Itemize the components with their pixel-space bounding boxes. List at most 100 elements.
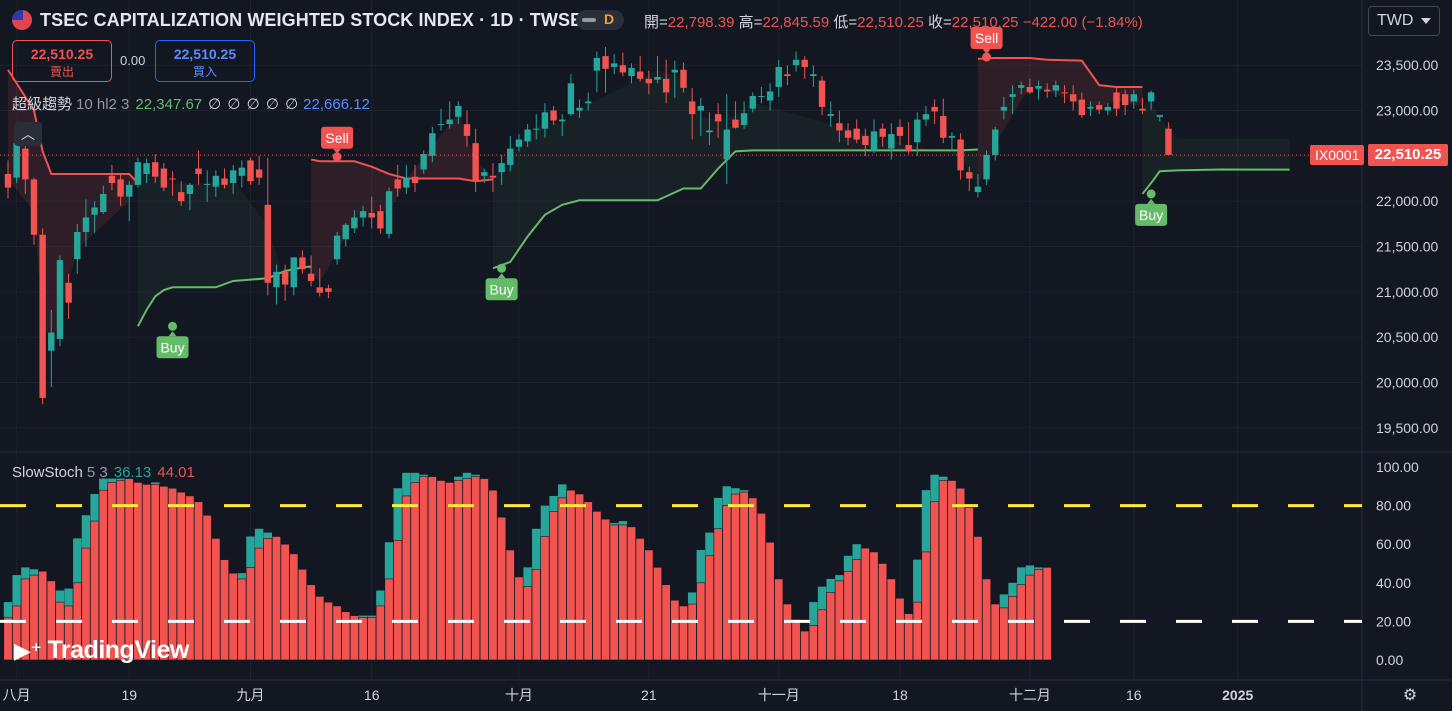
candle-body xyxy=(662,78,670,93)
stoch-d-bar xyxy=(557,497,567,661)
sell-button[interactable]: 22,510.25 賣出 xyxy=(12,40,112,82)
stoch-d-bar xyxy=(540,536,550,661)
candle-body xyxy=(1044,89,1051,92)
interval-badge: D xyxy=(604,11,615,27)
candle-body xyxy=(203,183,211,185)
stoch-d-bar xyxy=(245,567,255,661)
low-label: 低= xyxy=(833,14,858,31)
stoch-d-bar xyxy=(843,570,853,661)
candle-body xyxy=(212,175,220,187)
price-axis-label: 23,500.00 xyxy=(1376,57,1438,73)
signal-pointer xyxy=(982,49,991,55)
candle-body xyxy=(1061,92,1068,94)
stoch-d-bar xyxy=(150,484,160,661)
candle-body xyxy=(870,131,878,151)
stoch-d-bar xyxy=(999,607,1009,661)
supertrend-down-line xyxy=(977,56,1143,88)
candle-body xyxy=(126,184,133,197)
sell-label: 賣出 xyxy=(49,65,74,79)
supertrend-legend[interactable]: 超級趨勢 10 hl2 3 22,347.67 ∅ ∅ ∅ ∅ ∅ 22,666.12 xyxy=(12,93,370,114)
change-value: −422.00 (−1.84%) xyxy=(1022,14,1143,31)
stoch-k-bar xyxy=(540,505,550,537)
stoch-d-bar xyxy=(635,538,645,661)
stoch-d-bar xyxy=(107,482,117,661)
candle-body xyxy=(368,212,375,218)
stoch-d-bar xyxy=(263,538,273,661)
stoch-k-bar xyxy=(921,490,931,552)
stoch-axis-label: 60.00 xyxy=(1376,536,1411,552)
price-axis-label: 21,000.00 xyxy=(1376,284,1438,300)
candle-body xyxy=(905,144,912,152)
candle-body xyxy=(489,175,497,178)
candle-body xyxy=(593,57,601,71)
stoch-d-bar xyxy=(678,605,688,661)
candle-body xyxy=(940,115,947,138)
stoch-k-bar xyxy=(81,515,91,549)
stoch-k-bar xyxy=(558,484,567,498)
candle-body xyxy=(1018,85,1025,88)
stoch-k-bar xyxy=(29,569,39,576)
stoch-k-bar xyxy=(12,575,21,606)
candle-body xyxy=(446,119,453,125)
candle-body xyxy=(680,69,687,88)
stoch-d-bar xyxy=(566,489,576,661)
candle-body xyxy=(1156,115,1163,117)
candle-body xyxy=(1052,85,1060,91)
stoch-d-bar xyxy=(730,493,740,661)
stoch-k-bar xyxy=(367,615,376,618)
buy-price: 22,510.25 xyxy=(173,46,237,62)
candle-body xyxy=(333,235,341,260)
signal-pointer xyxy=(497,273,506,279)
stoch-k-bar xyxy=(454,476,463,481)
signal-pointer xyxy=(1147,198,1156,204)
indicator-value-down: 22,666.12 xyxy=(303,96,370,113)
candle-body xyxy=(732,119,739,128)
supertrend-down-line xyxy=(310,158,494,183)
low-value: 22,510.25 xyxy=(857,14,924,31)
candle-body xyxy=(948,135,956,138)
candle-body xyxy=(472,143,479,182)
stoch-d-bar xyxy=(419,476,429,661)
candle-body xyxy=(316,287,323,293)
stoch-d-bar xyxy=(921,551,931,661)
stoch-k-bar xyxy=(930,474,939,502)
stoch-k-bar xyxy=(55,590,65,603)
candle-body xyxy=(1026,86,1034,93)
symbol-title[interactable]: TSEC CAPITALIZATION WEIGHTED STOCK INDEX… xyxy=(40,9,583,30)
interval-toggle[interactable]: D xyxy=(576,10,624,30)
indicator-placeholders: ∅ ∅ ∅ ∅ ∅ xyxy=(208,96,300,113)
candle-body xyxy=(827,114,834,116)
candle-body xyxy=(853,128,860,140)
stoch-d-bar xyxy=(592,511,602,661)
settings-gear-icon[interactable]: ⚙ xyxy=(1402,687,1418,704)
candle-body xyxy=(671,69,679,73)
supertrend-up-line xyxy=(492,148,978,270)
stoch-k-bar xyxy=(419,474,428,477)
currency-select[interactable]: TWD xyxy=(1368,6,1440,36)
stoch-d-bar xyxy=(254,547,264,661)
stoch-k-bar xyxy=(618,521,628,525)
candle-body xyxy=(13,143,20,178)
collapse-legend-button[interactable]: ︿ xyxy=(14,122,42,146)
stoch-pane xyxy=(0,472,1362,661)
buy-signal-text: Buy xyxy=(490,281,514,297)
buy-button[interactable]: 22,510.25 買入 xyxy=(155,40,255,82)
stoch-d-bar xyxy=(878,563,888,661)
stoch-d-bar xyxy=(211,538,221,661)
candle-body xyxy=(550,110,557,121)
time-axis-label: 十月 xyxy=(505,687,533,703)
candle-body xyxy=(117,179,124,197)
stoch-k-bar xyxy=(817,586,827,610)
axes: 19,500.00 20,000.00 20,500.00 21,000.00 21,5… xyxy=(3,57,1439,703)
time-axis-label: 2025 xyxy=(1222,687,1253,703)
stoch-k-bar xyxy=(1008,582,1017,597)
candle-body xyxy=(143,163,150,174)
time-axis-label: 八月 xyxy=(3,687,31,703)
candle-body xyxy=(325,288,332,292)
stoch-legend[interactable]: SlowStoch 5 3 36.13 44.01 xyxy=(12,464,195,481)
candle-body xyxy=(931,106,938,112)
stoch-k-bar xyxy=(3,602,13,618)
stoch-name: SlowStoch xyxy=(12,464,83,481)
